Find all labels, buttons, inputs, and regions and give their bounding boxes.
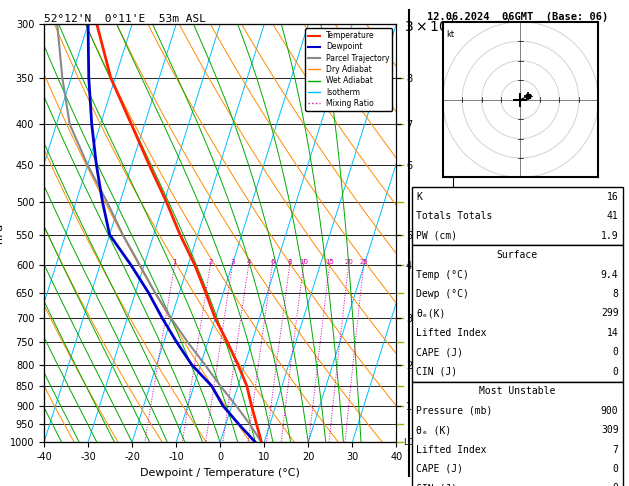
Text: 309: 309 <box>601 425 618 435</box>
Text: Surface: Surface <box>497 250 538 260</box>
Text: 16: 16 <box>607 192 618 202</box>
Text: 4: 4 <box>247 259 251 265</box>
Text: θₑ (K): θₑ (K) <box>416 425 452 435</box>
Y-axis label: hPa: hPa <box>0 223 4 243</box>
Text: 9.4: 9.4 <box>601 270 618 279</box>
Text: K: K <box>416 192 422 202</box>
Y-axis label: Mixing Ratio (g/kg): Mixing Ratio (g/kg) <box>516 187 526 279</box>
Text: 900: 900 <box>601 406 618 416</box>
Text: 0: 0 <box>613 484 618 486</box>
Text: θₑ(K): θₑ(K) <box>416 309 445 318</box>
Text: CAPE (J): CAPE (J) <box>416 464 463 474</box>
Text: Most Unstable: Most Unstable <box>479 386 555 396</box>
Text: © weatheronline.co.uk: © weatheronline.co.uk <box>465 472 570 481</box>
Legend: Temperature, Dewpoint, Parcel Trajectory, Dry Adiabat, Wet Adiabat, Isotherm, Mi: Temperature, Dewpoint, Parcel Trajectory… <box>305 28 392 111</box>
Text: Lifted Index: Lifted Index <box>416 328 487 338</box>
Text: CIN (J): CIN (J) <box>416 484 457 486</box>
Text: 15: 15 <box>325 259 334 265</box>
Text: 0: 0 <box>613 367 618 377</box>
Text: 2: 2 <box>208 259 213 265</box>
Text: 25: 25 <box>359 259 368 265</box>
Text: 20: 20 <box>344 259 353 265</box>
Text: Lifted Index: Lifted Index <box>416 445 487 454</box>
Text: 8: 8 <box>613 289 618 299</box>
Text: 299: 299 <box>601 309 618 318</box>
Text: 1.9: 1.9 <box>601 231 618 241</box>
Text: Totals Totals: Totals Totals <box>416 211 493 221</box>
Text: 6: 6 <box>270 259 275 265</box>
Text: LCL: LCL <box>403 438 418 447</box>
Bar <box>412 382 623 486</box>
Bar <box>412 187 623 245</box>
Text: 0: 0 <box>613 347 618 357</box>
Text: Dewp (°C): Dewp (°C) <box>416 289 469 299</box>
Text: kt: kt <box>447 30 455 39</box>
Text: 12.06.2024  06GMT  (Base: 06): 12.06.2024 06GMT (Base: 06) <box>426 12 608 22</box>
Text: CIN (J): CIN (J) <box>416 367 457 377</box>
Text: 7: 7 <box>613 445 618 454</box>
Text: PW (cm): PW (cm) <box>416 231 457 241</box>
Bar <box>412 245 623 382</box>
Text: CAPE (J): CAPE (J) <box>416 347 463 357</box>
Y-axis label: km
ASL: km ASL <box>473 223 491 244</box>
Text: 1: 1 <box>172 259 177 265</box>
Text: 52°12'N  0°11'E  53m ASL: 52°12'N 0°11'E 53m ASL <box>44 14 206 23</box>
Text: 3: 3 <box>230 259 235 265</box>
Text: 41: 41 <box>607 211 618 221</box>
Text: 0: 0 <box>613 464 618 474</box>
X-axis label: Dewpoint / Temperature (°C): Dewpoint / Temperature (°C) <box>140 468 300 478</box>
Text: 10: 10 <box>299 259 308 265</box>
Text: Pressure (mb): Pressure (mb) <box>416 406 493 416</box>
Text: Temp (°C): Temp (°C) <box>416 270 469 279</box>
Text: 14: 14 <box>607 328 618 338</box>
Text: 8: 8 <box>287 259 292 265</box>
